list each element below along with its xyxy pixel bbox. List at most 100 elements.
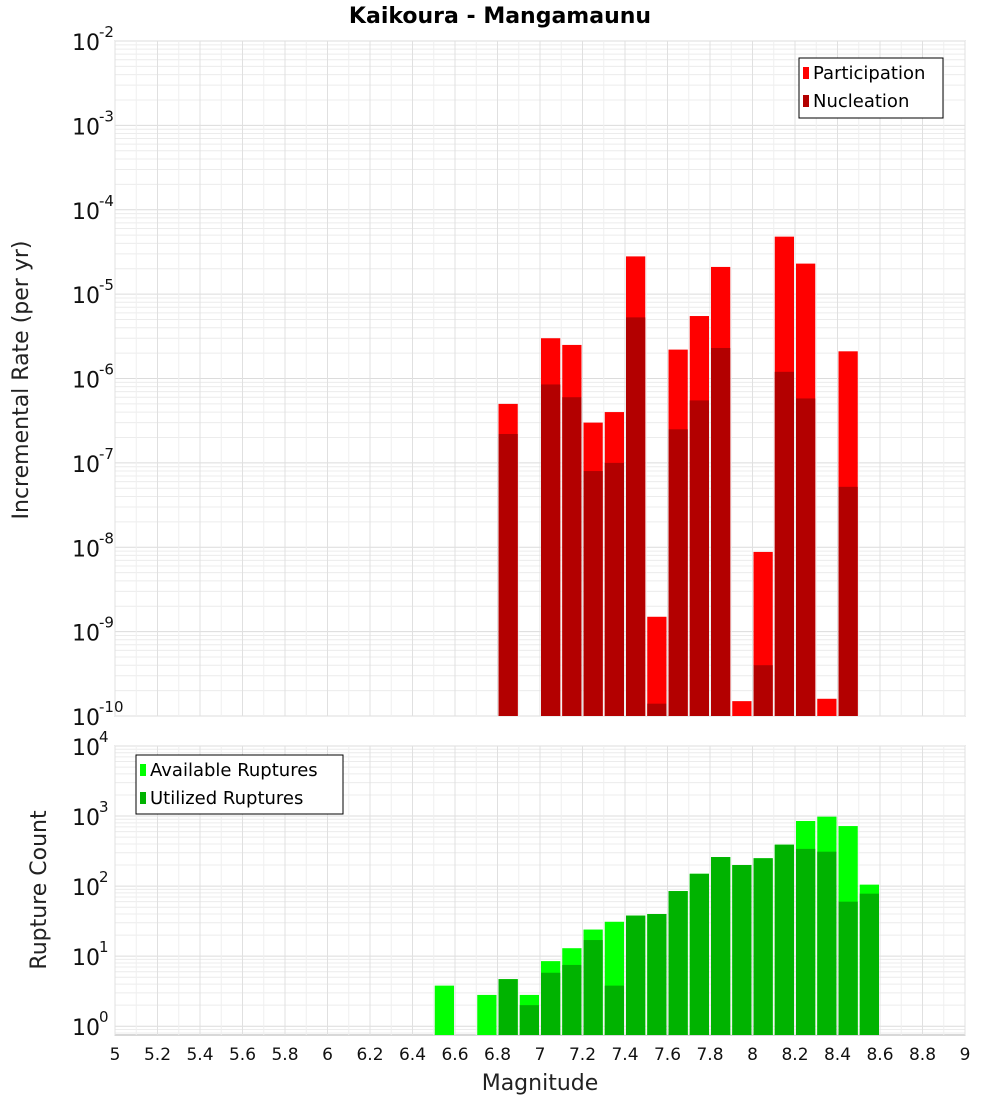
legend-swatch (140, 764, 146, 776)
y-tick-label-base: 10 (72, 284, 100, 309)
legend-box (798, 57, 944, 119)
x-tick-label: 8.6 (866, 1045, 893, 1065)
rate-bar (838, 486, 858, 716)
count-bar (817, 851, 837, 1035)
x-tick-label: 7.8 (696, 1045, 723, 1065)
y-tick-label-exponent: 2 (99, 868, 109, 886)
legend-label: Available Ruptures (150, 760, 318, 781)
rate-bar (753, 665, 773, 716)
x-ticks: 5 5.2 5.4 5.6 5.8 6 6.2 6.4 6.6 6.8 7 7.2 7.4 7.6 7.8 8… (110, 1045, 971, 1065)
count-bar (689, 873, 709, 1035)
x-tick-label: 6.6 (441, 1045, 468, 1065)
y-tick-label-base: 10 (72, 946, 100, 971)
x-tick-label: 6.8 (484, 1045, 511, 1065)
count-bar (626, 915, 646, 1035)
count-bar (498, 979, 518, 1035)
rate-bar (604, 462, 624, 716)
y-tick-label-exponent: -6 (99, 361, 114, 379)
count-bar (434, 985, 454, 1035)
x-tick-label: 7 (535, 1045, 546, 1065)
rate-bar (817, 698, 837, 716)
count-bar (583, 940, 603, 1035)
count-bar (562, 964, 582, 1035)
legend-swatch (803, 67, 809, 79)
y-tick-label-base: 10 (72, 537, 100, 562)
x-tick-label: 8.2 (781, 1045, 808, 1065)
rate-y-axis-label: Incremental Rate (per yr) (9, 241, 34, 520)
count-bar (519, 1005, 539, 1035)
x-tick-label: 5.6 (229, 1045, 256, 1065)
count-y-axis-label: Rupture Count (27, 810, 52, 970)
count-bar (774, 844, 794, 1035)
y-tick-label-base: 10 (72, 622, 100, 647)
x-tick-label: 7.6 (654, 1045, 681, 1065)
count-bar (668, 891, 688, 1035)
y-tick-label-exponent: -2 (99, 23, 114, 41)
rate-bar (562, 397, 582, 716)
count-bar (732, 865, 752, 1035)
legend-swatch (140, 792, 146, 804)
y-tick-label-exponent: 1 (99, 938, 109, 956)
x-tick-label: 5 (110, 1045, 121, 1065)
rate-bar (583, 471, 603, 716)
count-bar (796, 848, 816, 1035)
legend-label: Utilized Ruptures (150, 788, 303, 809)
chart-title: Kaikoura - Mangamaunu (349, 4, 651, 29)
y-tick-label-base: 10 (72, 200, 100, 225)
count-bar (477, 994, 497, 1035)
x-axis-label: Magnitude (482, 1071, 599, 1096)
rate-bar (689, 400, 709, 716)
y-tick-label-base: 10 (72, 31, 100, 56)
legend-label: Participation (813, 63, 925, 84)
y-tick-label-exponent: 0 (99, 1008, 109, 1026)
x-tick-label: 7.4 (611, 1045, 638, 1065)
y-tick-label-base: 10 (72, 876, 100, 901)
y-tick-label-base: 10 (72, 369, 100, 394)
y-tick-label-base: 10 (72, 806, 100, 831)
rate-bar (796, 398, 816, 716)
y-tick-label-exponent: 4 (99, 728, 109, 746)
x-tick-label: 8.8 (909, 1045, 936, 1065)
y-tick-label-base: 10 (72, 115, 100, 140)
count-bar (838, 901, 858, 1035)
rate-legend: Participation Nucleation (798, 57, 944, 119)
count-bar (647, 914, 667, 1035)
legend-label: Nucleation (813, 91, 909, 112)
legend-swatch (803, 95, 809, 107)
count-bar (753, 858, 773, 1035)
rate-bar (647, 616, 667, 716)
x-tick-label: 5.2 (144, 1045, 171, 1065)
rate-bar (732, 701, 752, 716)
rate-bar (774, 371, 794, 716)
x-tick-label: 8 (747, 1045, 758, 1065)
y-tick-label-exponent: -4 (99, 192, 114, 210)
y-tick-label-base: 10 (72, 736, 100, 761)
y-tick-label-exponent: -8 (99, 529, 114, 547)
rate-gridlines (114, 40, 966, 717)
count-bar (711, 857, 731, 1035)
legend-box (135, 754, 344, 815)
y-tick-label-exponent: -9 (99, 614, 114, 632)
rate-bar (647, 703, 667, 716)
y-tick-label-exponent: -7 (99, 445, 114, 463)
x-tick-label: 6.2 (356, 1045, 383, 1065)
x-tick-label: 6 (322, 1045, 333, 1065)
count-bar (604, 985, 624, 1035)
rate-bar (498, 433, 518, 716)
x-tick-label: 5.8 (271, 1045, 298, 1065)
y-tick-label-exponent: -3 (99, 107, 114, 125)
x-tick-label: 9 (960, 1045, 971, 1065)
rate-series-nucleation (498, 317, 858, 716)
rate-bar (711, 347, 731, 716)
count-series-utilized-ruptures (498, 844, 879, 1035)
x-tick-label: 8.4 (824, 1045, 851, 1065)
y-tick-label-exponent: -10 (99, 698, 124, 716)
x-tick-label: 6.4 (399, 1045, 426, 1065)
count-bar (541, 972, 561, 1035)
y-tick-label-exponent: -5 (99, 276, 114, 294)
